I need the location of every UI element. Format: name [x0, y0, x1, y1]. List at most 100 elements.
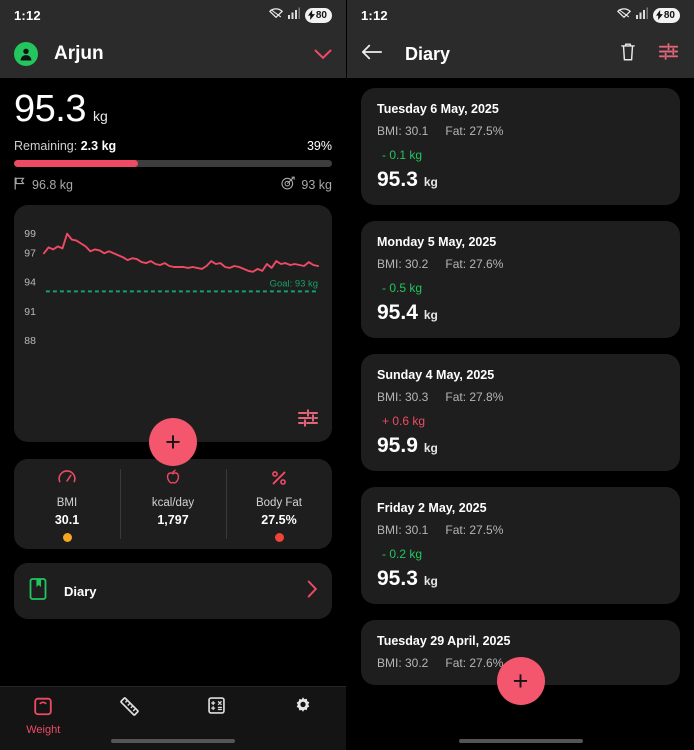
plus-icon: + — [165, 426, 181, 457]
diary-entry-weight-unit: kg — [423, 175, 438, 189]
wifi-icon — [616, 6, 631, 24]
calculator-icon — [206, 695, 227, 721]
diary-entry[interactable]: Tuesday 29 April, 2025 BMI: 30.2 Fat: 27… — [361, 620, 680, 685]
svg-text:97: 97 — [24, 248, 36, 259]
diary-entry-weight: 95.3 kg — [377, 169, 664, 190]
stat-bmi[interactable]: BMI 30.1 — [14, 459, 120, 549]
stat-kcal-value: 1,797 — [157, 513, 189, 527]
weight-screen: 1:12 80 Arjun — [0, 0, 347, 750]
goal-weight: 93 kg — [281, 176, 332, 193]
gauge-icon — [57, 468, 77, 493]
diary-entry[interactable]: Sunday 4 May, 2025 BMI: 30.3 Fat: 27.8% +… — [361, 354, 680, 471]
filter-sliders-icon[interactable] — [657, 40, 680, 68]
svg-text:91: 91 — [24, 307, 36, 318]
status-bar-right: 1:12 80 — [347, 0, 694, 30]
plus-icon: + — [512, 665, 529, 696]
status-bar-icons-right: 80 — [616, 6, 680, 24]
diary-entry-delta: - 0.1 kg — [382, 148, 423, 162]
diary-entry-meta: BMI: 30.3 Fat: 27.8% — [377, 390, 664, 404]
battery-icon: 80 — [304, 7, 332, 23]
add-entry-button[interactable]: + — [496, 657, 545, 705]
diary-entry-delta: - 0.5 kg — [382, 281, 423, 295]
battery-level-right: 80 — [663, 9, 675, 21]
current-weight-value: 95.3 — [14, 88, 86, 130]
diary-entry-fat: Fat: 27.5% — [445, 124, 504, 138]
wifi-icon — [268, 6, 283, 24]
gear-icon — [292, 695, 314, 722]
home-indicator-right — [458, 739, 583, 743]
goal-row: 96.8 kg 93 kg — [14, 176, 332, 193]
diary-entry-bmi: BMI: 30.3 — [377, 390, 429, 404]
nav-item-measurements[interactable] — [87, 695, 174, 725]
diary-entry-list[interactable]: Tuesday 6 May, 2025 BMI: 30.1 Fat: 27.5%… — [347, 78, 694, 750]
nav-item-weight-label: Weight — [26, 724, 61, 736]
signal-icon — [635, 6, 649, 24]
diary-entry-meta: BMI: 30.2 Fat: 27.6% — [377, 656, 664, 670]
diary-entry-meta: BMI: 30.2 Fat: 27.6% — [377, 257, 664, 271]
current-weight-unit: kg — [92, 108, 108, 124]
nav-item-weight[interactable]: Weight — [0, 695, 87, 736]
stat-bodyfat[interactable]: Body Fat 27.5% — [226, 459, 332, 549]
diary-entry-date: Sunday 4 May, 2025 — [377, 368, 495, 382]
stats-card: BMI 30.1 kcal/day 1,797 Body Fat 27.5% — [14, 459, 332, 549]
diary-entry-date: Friday 2 May, 2025 — [377, 501, 487, 515]
nav-item-calculator[interactable] — [173, 695, 260, 723]
weight-chart[interactable]: 99 97 94 91 88 Goal: 93 kg — [14, 205, 332, 442]
diary-entry-date: Tuesday 29 April, 2025 — [377, 634, 511, 648]
svg-text:99: 99 — [24, 229, 36, 240]
diary-entry[interactable]: Monday 5 May, 2025 BMI: 30.2 Fat: 27.6% -… — [361, 221, 680, 338]
chevron-right-icon[interactable] — [307, 580, 318, 603]
diary-entry-fat: Fat: 27.8% — [445, 390, 504, 404]
progress-bar-fill — [14, 160, 139, 167]
trash-icon[interactable] — [619, 41, 637, 67]
svg-text:94: 94 — [24, 278, 36, 289]
diary-entry[interactable]: Tuesday 6 May, 2025 BMI: 30.1 Fat: 27.5%… — [361, 88, 680, 205]
diary-entry-weight: 95.3 kg — [377, 568, 664, 589]
person-icon — [14, 42, 38, 66]
scale-icon — [32, 695, 54, 722]
stat-kcal-label: kcal/day — [151, 497, 195, 509]
diary-entry-bmi: BMI: 30.1 — [377, 523, 429, 537]
profile-bar[interactable]: Arjun — [0, 30, 346, 78]
ruler-icon — [118, 695, 141, 723]
arrow-left-icon[interactable] — [361, 43, 383, 66]
book-icon — [28, 577, 50, 606]
start-weight-value: 96.8 kg — [32, 177, 74, 192]
stat-bmi-value: 30.1 — [54, 513, 80, 527]
diary-entry-delta: - 0.2 kg — [382, 547, 423, 561]
diary-tile[interactable]: Diary — [14, 563, 332, 619]
stat-bodyfat-label: Body Fat — [255, 497, 303, 509]
weight-chart-card[interactable]: 99 97 94 91 88 Goal: 93 kg + — [14, 205, 332, 466]
diary-entry-meta: BMI: 30.1 Fat: 27.5% — [377, 124, 664, 138]
diary-entry-weight-unit: kg — [423, 308, 438, 322]
remaining-text: Remaining: 2.3 kg — [14, 139, 116, 153]
weight-hero: 95.3 kg Remaining: 2.3 kg 39% 96.8 kg — [0, 78, 346, 193]
app-bar-actions — [619, 40, 680, 68]
diary-entry-bmi: BMI: 30.2 — [377, 257, 429, 271]
page-title: Diary — [405, 43, 451, 64]
apple-icon — [163, 468, 183, 493]
diary-entry-fat: Fat: 27.6% — [445, 257, 504, 271]
status-bar-icons: 80 — [268, 6, 332, 24]
diary-screen: 1:12 80 Diary — [347, 0, 694, 750]
stat-kcal-indicator — [169, 533, 178, 542]
diary-entry[interactable]: Friday 2 May, 2025 BMI: 30.1 Fat: 27.5% -… — [361, 487, 680, 604]
stat-bmi-indicator — [62, 533, 72, 542]
diary-entry-weight-value: 95.3 — [377, 168, 418, 191]
add-weight-button[interactable]: + — [149, 418, 197, 466]
signal-icon — [287, 6, 301, 24]
stat-kcal[interactable]: kcal/day 1,797 — [120, 459, 226, 549]
current-weight: 95.3 kg — [14, 90, 332, 128]
diary-entry-date: Tuesday 6 May, 2025 — [377, 102, 499, 116]
percent-icon — [269, 468, 289, 493]
target-icon — [281, 176, 296, 193]
nav-item-settings[interactable] — [260, 695, 347, 724]
chevron-down-icon[interactable] — [314, 46, 332, 63]
chart-sliders-icon[interactable] — [296, 406, 320, 430]
battery-icon: 80 — [652, 7, 680, 23]
start-weight: 96.8 kg — [14, 176, 74, 193]
remaining-row: Remaining: 2.3 kg 39% — [14, 139, 332, 153]
bottom-navigation: Weight — [0, 686, 346, 750]
stat-bmi-label: BMI — [56, 497, 78, 509]
